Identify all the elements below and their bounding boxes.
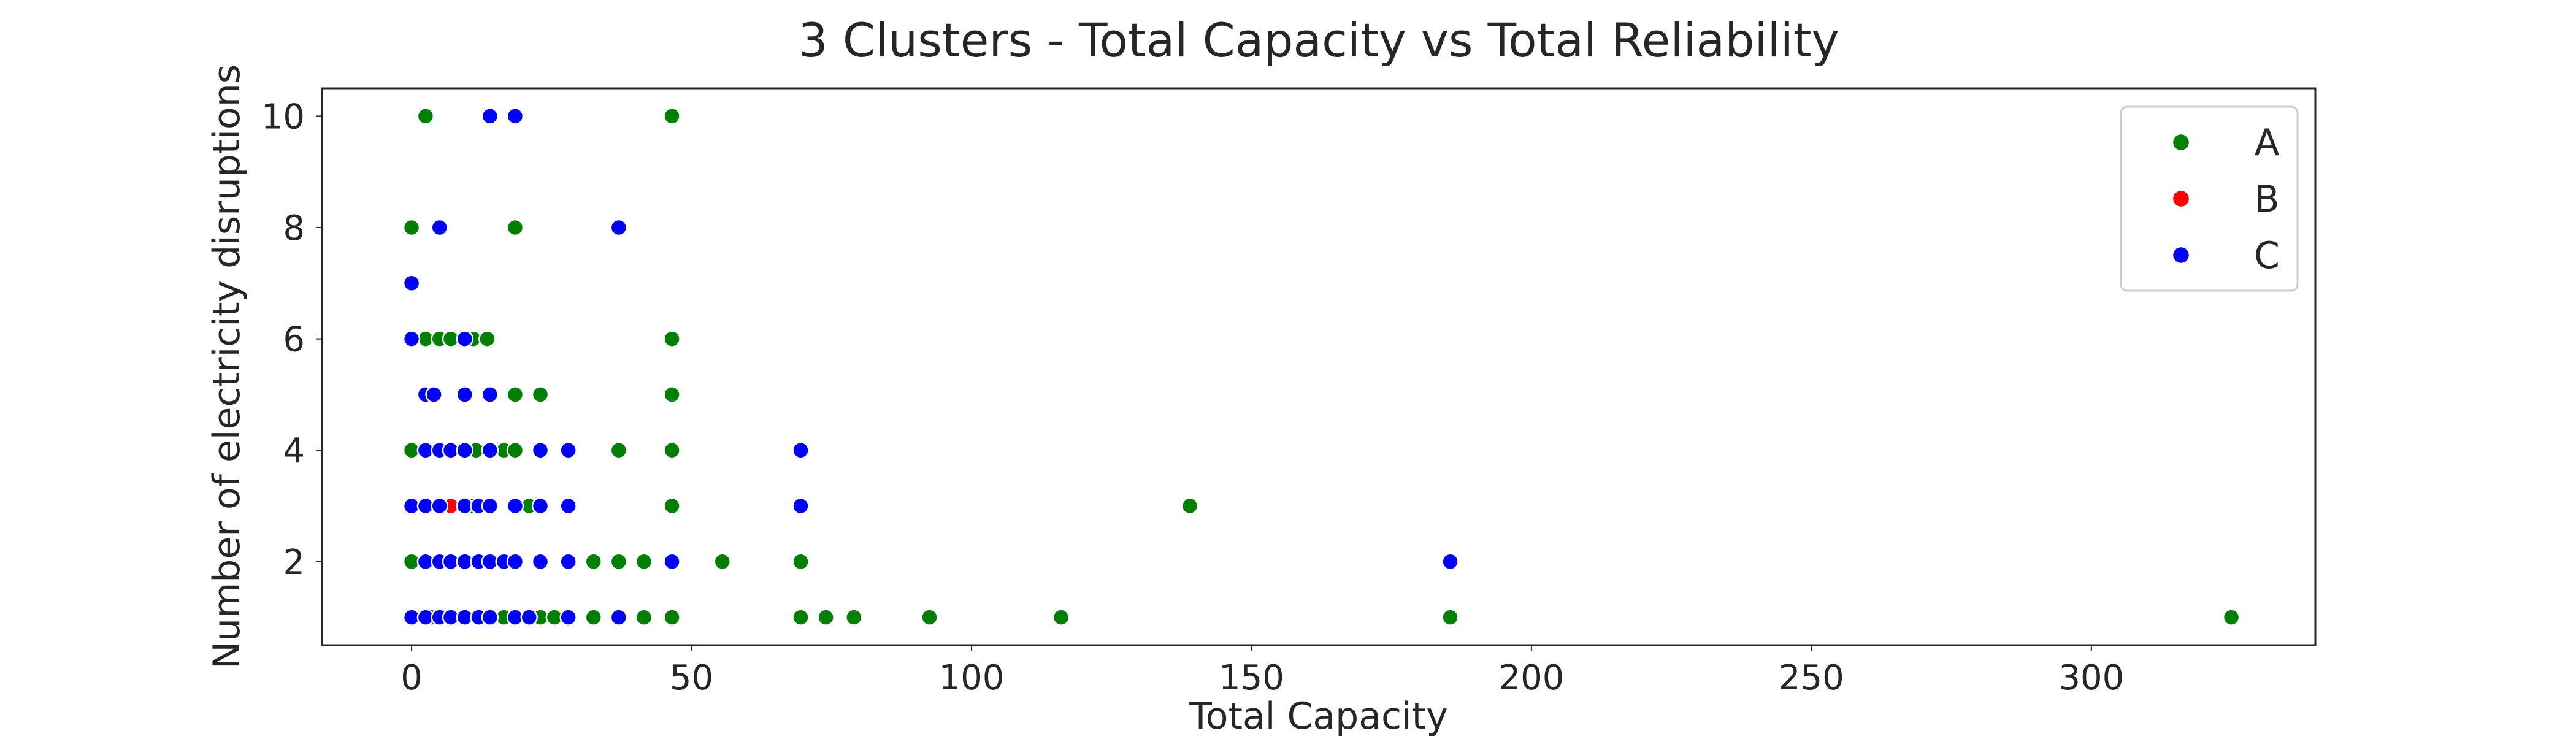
legend-label: B <box>2254 178 2279 221</box>
data-point <box>520 608 539 626</box>
legend-label: C <box>2254 234 2280 277</box>
chart-title: 3 Clusters - Total Capacity vs Total Rel… <box>798 13 1839 67</box>
data-points <box>402 107 2241 626</box>
data-point <box>431 497 448 515</box>
data-point <box>531 441 550 459</box>
data-point <box>663 553 681 571</box>
data-point <box>481 497 499 515</box>
data-point <box>456 386 474 404</box>
legend-label: A <box>2254 121 2279 164</box>
data-point <box>792 608 810 626</box>
y-tick-label: 4 <box>283 431 305 471</box>
data-point <box>792 441 810 459</box>
data-point <box>610 441 628 459</box>
data-point <box>663 386 681 404</box>
data-point <box>845 608 863 626</box>
data-point <box>506 553 524 571</box>
data-point <box>425 386 443 404</box>
data-point <box>416 107 435 125</box>
data-point <box>663 441 681 459</box>
y-axis-label: Number of electricity disruptions <box>205 64 248 669</box>
data-point <box>456 441 474 459</box>
data-point <box>1441 608 1459 626</box>
x-axis: 0 50 100 150 200 250 300 <box>401 645 2124 698</box>
x-tick-label: 100 <box>939 658 1005 698</box>
data-point <box>402 274 421 293</box>
data-point <box>456 330 474 348</box>
x-tick-label: 150 <box>1219 658 1284 698</box>
y-tick-label: 6 <box>283 320 305 360</box>
data-point <box>663 497 681 515</box>
data-point <box>817 608 835 626</box>
data-point <box>1181 497 1199 515</box>
x-tick-label: 200 <box>1498 658 1564 698</box>
data-point <box>506 107 524 125</box>
x-tick-label: 250 <box>1779 658 1844 698</box>
data-point <box>663 107 681 125</box>
y-tick-label: 2 <box>283 543 305 583</box>
y-tick-label: 10 <box>261 97 305 137</box>
data-point <box>663 330 681 348</box>
data-point <box>559 497 577 515</box>
legend-marker <box>2171 189 2191 209</box>
data-point <box>792 553 810 571</box>
data-point <box>481 608 499 626</box>
data-point <box>713 553 731 571</box>
data-point <box>559 441 577 459</box>
data-point <box>559 608 577 626</box>
y-tick-label: 8 <box>283 209 305 248</box>
data-point <box>1441 553 1459 571</box>
data-point <box>402 330 421 348</box>
series-C <box>402 107 1459 626</box>
data-point <box>531 386 550 404</box>
data-point <box>610 218 628 237</box>
legend-frame <box>2120 105 2299 292</box>
data-point <box>481 107 499 125</box>
data-point <box>585 608 603 626</box>
data-point <box>531 497 550 515</box>
x-tick-label: 50 <box>670 658 713 698</box>
data-point <box>610 553 628 571</box>
data-point <box>402 218 421 237</box>
data-point <box>481 441 499 459</box>
data-point <box>792 497 810 515</box>
data-point <box>635 553 653 571</box>
legend-marker <box>2171 245 2191 265</box>
data-point <box>585 553 603 571</box>
data-point <box>2222 608 2241 626</box>
data-point <box>506 441 524 459</box>
y-axis: 2 4 6 8 10 <box>261 97 322 583</box>
legend: ABC <box>2120 105 2299 292</box>
x-tick-label: 300 <box>2058 658 2124 698</box>
data-point <box>506 218 524 237</box>
x-tick-label: 0 <box>401 658 423 698</box>
data-point <box>1052 608 1070 626</box>
data-point <box>921 608 938 626</box>
legend-marker <box>2171 132 2191 152</box>
data-point <box>431 218 448 237</box>
data-point <box>506 497 524 515</box>
data-point <box>610 608 628 626</box>
data-point <box>531 553 550 571</box>
data-point <box>635 608 653 626</box>
data-point <box>663 608 681 626</box>
data-point <box>506 386 524 404</box>
plot-area-frame <box>321 87 2317 646</box>
data-point <box>481 386 499 404</box>
x-axis-label: Total Capacity <box>1189 695 1447 736</box>
data-point <box>478 330 496 348</box>
data-point <box>559 553 577 571</box>
